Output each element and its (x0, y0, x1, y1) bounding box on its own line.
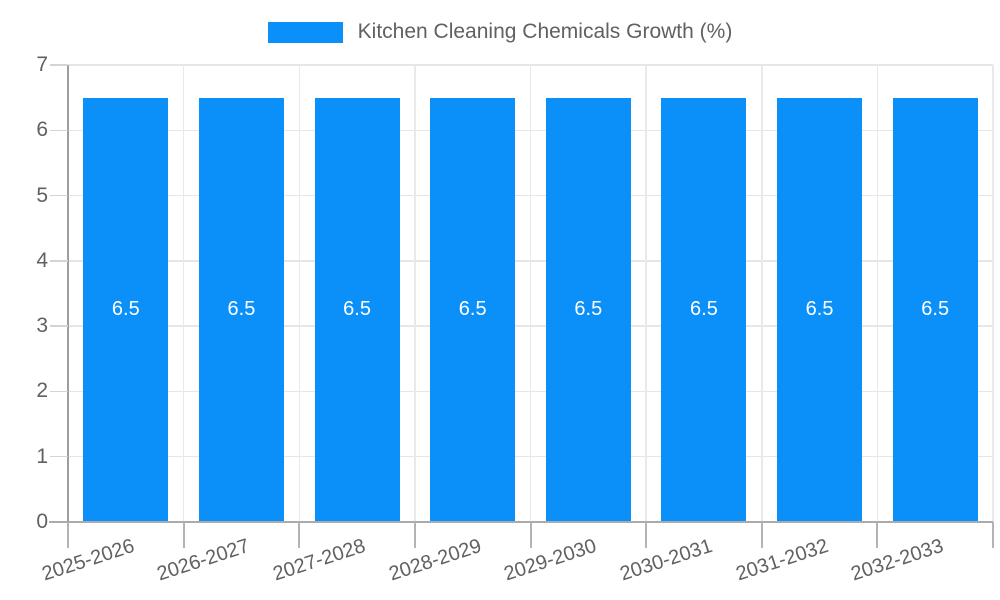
bar-value-label: 6.5 (921, 298, 950, 321)
x-axis-tick (760, 522, 763, 548)
bar-2029-2030[interactable]: 6.5 (545, 97, 631, 522)
bar-value-label: 6.5 (343, 298, 371, 321)
x-axis-tick (413, 522, 416, 548)
y-axis-tick-label: 7 (36, 53, 48, 76)
y-axis-tick (50, 64, 68, 66)
y-axis-tick (50, 325, 68, 327)
gridline-vertical (645, 65, 647, 522)
y-axis-tick (50, 390, 68, 393)
bar-2027-2028[interactable]: 6.5 (314, 97, 400, 522)
legend-swatch (267, 21, 343, 43)
gridline-vertical (298, 65, 300, 522)
x-axis-tick (529, 522, 532, 548)
y-axis-tick (50, 129, 68, 132)
y-axis-tick (50, 194, 68, 197)
bar-value-label: 6.5 (458, 298, 487, 321)
bar-value-label: 6.5 (690, 298, 718, 321)
x-axis-tick (67, 522, 69, 548)
y-axis-line (67, 65, 69, 522)
gridline-vertical (529, 65, 532, 522)
y-axis-tick-label: 4 (36, 248, 48, 272)
x-axis-tick (182, 522, 185, 548)
y-axis-tick-label: 1 (36, 444, 48, 468)
bar-2032-2033[interactable]: 6.5 (892, 97, 978, 522)
y-axis-tick-label: 3 (36, 314, 48, 338)
bar-value-label: 6.5 (227, 298, 256, 321)
y-axis-tick-label: 0 (36, 510, 48, 533)
bar-2025-2026[interactable]: 6.5 (83, 97, 169, 522)
x-axis-tick (876, 522, 879, 548)
y-axis-tick-label: 6 (36, 118, 48, 142)
legend-item[interactable]: Kitchen Cleaning Chemicals Growth (%) (267, 20, 733, 44)
bar-2026-2027[interactable]: 6.5 (198, 97, 284, 522)
gridline-vertical (414, 65, 416, 522)
x-axis-tick (645, 522, 648, 548)
bar-2031-2032[interactable]: 6.5 (777, 97, 863, 522)
gridline-vertical (761, 65, 763, 522)
gridline-vertical (992, 65, 994, 522)
x-axis-tick (992, 522, 994, 548)
bar-value-label: 6.5 (111, 298, 140, 321)
gridline-vertical (876, 65, 879, 522)
legend-label: Kitchen Cleaning Chemicals Growth (%) (357, 20, 733, 43)
y-axis-tick-label: 2 (36, 379, 48, 403)
y-axis-tick (50, 260, 68, 262)
y-axis-tick (50, 455, 68, 458)
y-axis-tick-label: 5 (36, 183, 48, 207)
gridline-vertical (182, 65, 185, 522)
bar-value-label: 6.5 (574, 298, 603, 321)
x-axis-tick (298, 522, 301, 548)
bar-2028-2029[interactable]: 6.5 (430, 97, 516, 522)
bar-2030-2031[interactable]: 6.5 (661, 97, 747, 522)
x-axis-line (49, 521, 993, 523)
bar-value-label: 6.5 (805, 298, 834, 321)
chart-legend: Kitchen Cleaning Chemicals Growth (%) (0, 20, 1000, 44)
